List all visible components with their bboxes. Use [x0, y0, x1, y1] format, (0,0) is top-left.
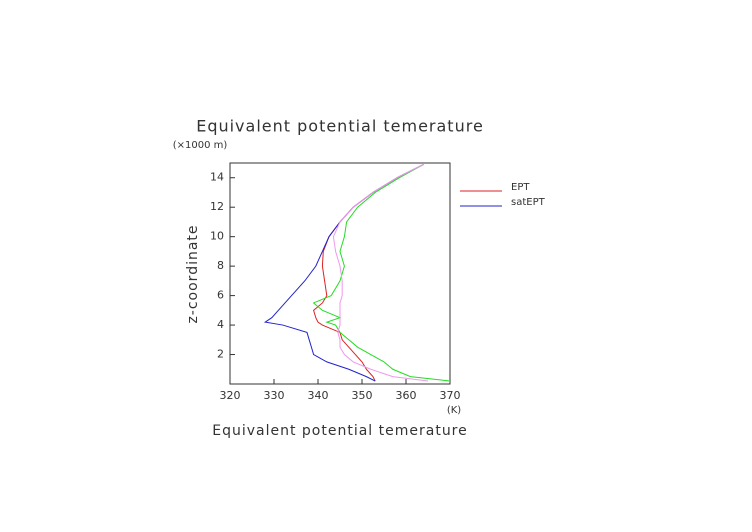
x-unit: (K) [447, 405, 461, 416]
y-tick-label: 4 [217, 318, 224, 331]
x-tick-label: 370 [440, 389, 461, 402]
chart-title: Equivalent potential temerature [196, 117, 484, 136]
y-axis-label: z-coordinate [185, 224, 201, 323]
x-tick-label: 350 [352, 389, 373, 402]
x-tick-label: 330 [264, 389, 285, 402]
legend-label: EPT [511, 182, 530, 193]
plot-frame [229, 162, 451, 385]
x-axis-label: Equivalent potential temerature [212, 423, 468, 439]
y-unit: (×1000 m) [173, 140, 228, 151]
series-line [263, 164, 424, 382]
x-tick-label: 340 [308, 389, 329, 402]
series-line [312, 164, 451, 382]
y-tick-label: 10 [210, 230, 224, 243]
series-line [313, 164, 424, 382]
legend-label: satEPT [511, 197, 546, 208]
y-tick-label: 12 [210, 200, 224, 213]
y-tick-label: 2 [217, 348, 224, 361]
series-line [332, 164, 429, 382]
x-tick-label: 320 [220, 389, 241, 402]
y-tick-label: 6 [217, 289, 224, 302]
y-tick-label: 14 [210, 171, 224, 184]
y-tick-label: 8 [217, 259, 224, 272]
x-tick-label: 360 [396, 389, 417, 402]
